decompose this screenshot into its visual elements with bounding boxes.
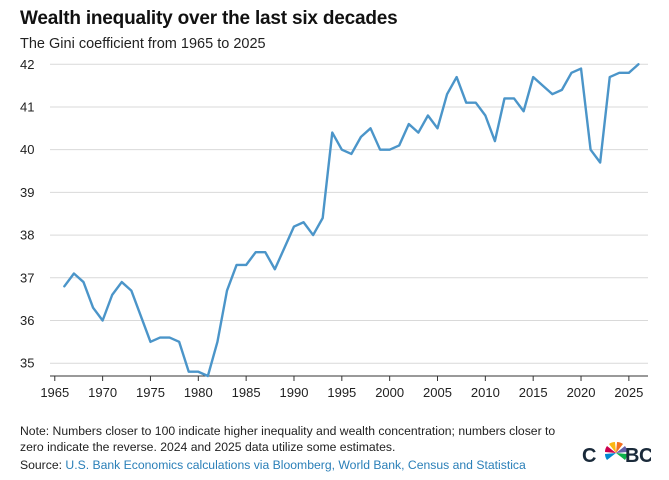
x-tick-label-1995: 1995	[327, 385, 356, 400]
x-tick-label-2020: 2020	[567, 385, 596, 400]
chart-note: Note: Numbers closer to 100 indicate hig…	[20, 424, 556, 454]
x-tick-label-1990: 1990	[280, 385, 309, 400]
x-tick-label-1975: 1975	[136, 385, 165, 400]
chart-source: Source: U.S. Bank Economics calculations…	[20, 458, 526, 472]
chart-subtitle: The Gini coefficient from 1965 to 2025	[20, 36, 266, 52]
y-tick-label-39: 39	[20, 185, 34, 200]
x-tick-label-2025: 2025	[614, 385, 643, 400]
x-tick-label-1980: 1980	[184, 385, 213, 400]
x-tick-label-1970: 1970	[88, 385, 117, 400]
gini-line-chart: 35 36 37 38 39 40 41 42 1965 1970 1975 1980 1985 1990…	[20, 57, 648, 400]
y-tick-label-37: 37	[20, 270, 34, 285]
y-tick-label-42: 42	[20, 57, 34, 72]
source-link[interactable]: U.S. Bank Economics calculations via Blo…	[65, 458, 526, 472]
y-tick-label-40: 40	[20, 142, 34, 157]
x-tick-label-2005: 2005	[423, 385, 452, 400]
source-label: Source:	[20, 458, 66, 472]
x-tick-label-1985: 1985	[232, 385, 261, 400]
series-line-0	[63, 63, 640, 378]
y-tick-label-35: 35	[20, 356, 34, 371]
chart-title: Wealth inequality over the last six deca…	[20, 8, 398, 29]
y-tick-label-38: 38	[20, 228, 34, 243]
x-tick-label-2010: 2010	[471, 385, 500, 400]
y-tick-label-41: 41	[20, 99, 34, 114]
logo-text-bc: BC	[625, 445, 651, 467]
x-tick-label-2015: 2015	[519, 385, 548, 400]
cnbc-logo: CNBC C BC	[582, 442, 651, 467]
y-tick-label-36: 36	[20, 313, 34, 328]
x-tick-label-1965: 1965	[40, 385, 69, 400]
logo-text-c: C	[582, 445, 596, 467]
nbc-peacock-icon	[605, 442, 627, 460]
x-tick-label-2000: 2000	[375, 385, 404, 400]
